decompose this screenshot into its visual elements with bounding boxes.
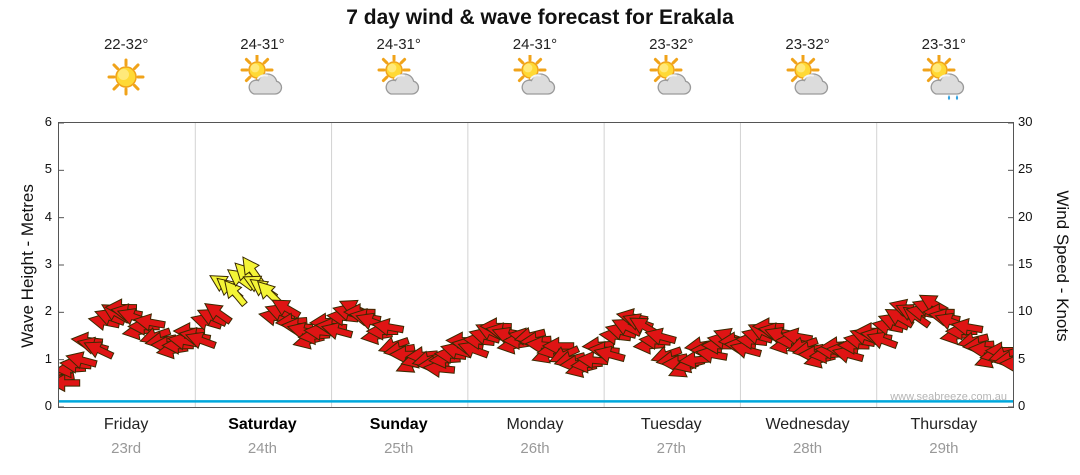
day-name: Friday	[103, 416, 149, 433]
left-axis-tick-label: 6	[44, 114, 52, 129]
left-axis-tick-label: 2	[44, 303, 52, 319]
wind-arrow	[422, 359, 456, 379]
x-axis-day-labels: Friday 23rd Saturday 24th Sunday 25th Monday 26…	[58, 416, 1012, 457]
sun-cloud-icon	[374, 53, 424, 101]
watermark: www.seabreeze.com.au	[890, 391, 1007, 403]
wind-arrow	[320, 321, 354, 340]
sun-cloud-icon	[783, 53, 833, 101]
day-date: 29th	[929, 440, 959, 457]
wind-arrow	[224, 279, 248, 308]
day-header-monday: 24-31°	[467, 36, 603, 120]
chart-plot-area: www.seabreeze.com.au	[58, 122, 1014, 408]
right-axis-tick-label: 0	[1018, 398, 1026, 413]
sun-cloud-icon	[646, 53, 696, 101]
temperature-range: 23-32°	[649, 36, 694, 53]
tick-marks	[59, 123, 1013, 407]
day-date: 28th	[792, 440, 823, 457]
temperature-range: 23-31°	[921, 36, 967, 53]
wind-arrow	[65, 351, 98, 370]
day-gridlines	[194, 123, 878, 407]
day-headers: 22-32° 24-31° 24-31° 24-31° 23-32° 23-32…	[58, 36, 1012, 120]
x-label-wednesday: Wednesday 28th	[739, 416, 875, 457]
day-name: Wednesday	[765, 416, 850, 433]
temperature-range: 22-32°	[103, 36, 149, 53]
wind-arrow	[593, 345, 626, 364]
day-name: Saturday	[228, 416, 297, 433]
temperature-range: 24-31°	[376, 36, 421, 53]
wind-arrow	[204, 303, 233, 325]
wind-arrow	[271, 299, 302, 320]
wind-arrow	[998, 354, 1013, 374]
day-header-wednesday: 23-32°	[739, 36, 875, 120]
day-date: 25th	[384, 440, 414, 457]
x-label-sunday: Sunday 25th	[331, 416, 467, 457]
page-title: 7 day wind & wave forecast for Erakala	[346, 6, 734, 29]
wind-arrow	[866, 331, 899, 350]
x-label-monday: Monday 26th	[467, 416, 603, 457]
right-axis-tick-label: 5	[1018, 350, 1026, 366]
sunny-icon	[101, 55, 151, 101]
left-axis-tick-label: 0	[44, 398, 52, 413]
x-label-friday: Friday 23rd	[58, 416, 194, 457]
wind-arrows	[59, 256, 1013, 393]
right-axis-tick-label: 25	[1018, 161, 1033, 177]
sun-cloud-icon	[510, 53, 560, 101]
day-header-thursday: 23-31°	[876, 36, 1012, 120]
temperature-range: 24-31°	[240, 36, 285, 53]
temperature-range: 24-31°	[512, 36, 558, 53]
day-header-tuesday: 23-32°	[603, 36, 739, 120]
wind-arrow	[729, 340, 763, 359]
day-name: Thursday	[910, 416, 978, 433]
wind-arrow	[695, 345, 728, 364]
right-axis-tick-label: 30	[1018, 114, 1033, 129]
left-axis-tick-label: 1	[44, 350, 52, 366]
wind-arrow	[950, 317, 984, 337]
wind-wave-chart	[59, 123, 1013, 407]
day-header-sunday: 24-31°	[331, 36, 467, 120]
right-axis-label: Wind Speed - Knots	[1053, 190, 1072, 342]
x-label-saturday: Saturday 24th	[194, 416, 330, 457]
day-header-saturday: 24-31°	[194, 36, 330, 120]
temperature-range: 23-32°	[785, 36, 830, 53]
right-axis-tick-label: 20	[1018, 208, 1033, 224]
sun-cloud-icon	[237, 53, 287, 101]
left-axis-tick-label: 4	[44, 208, 52, 224]
day-name: Monday	[506, 416, 564, 433]
wind-arrow	[184, 331, 217, 350]
wind-arrow	[831, 345, 865, 364]
wind-arrow	[371, 317, 405, 337]
wind-arrow	[457, 341, 490, 359]
day-date: 23rd	[111, 440, 142, 457]
wind-arrow	[644, 327, 677, 346]
left-axis-tick-label: 5	[44, 161, 52, 177]
day-header-friday: 22-32°	[58, 36, 194, 120]
day-name: Tuesday	[640, 416, 702, 433]
sun-cloud-showers-icon	[919, 53, 969, 101]
day-date: 24th	[247, 440, 278, 457]
day-name: Sunday	[369, 416, 428, 433]
wind-arrow	[257, 280, 283, 307]
day-date: 26th	[520, 440, 550, 457]
x-label-tuesday: Tuesday 27th	[603, 416, 739, 457]
wind-arrow	[83, 341, 115, 360]
wind-arrow	[780, 327, 814, 346]
right-axis-tick-label: 15	[1018, 256, 1033, 271]
left-axis-tick-label: 3	[44, 256, 52, 271]
wind-arrow	[133, 313, 166, 332]
wind-arrow	[59, 373, 81, 393]
x-label-thursday: Thursday 29th	[876, 416, 1012, 457]
right-axis-tick-label: 10	[1018, 303, 1033, 319]
day-date: 27th	[656, 440, 686, 457]
